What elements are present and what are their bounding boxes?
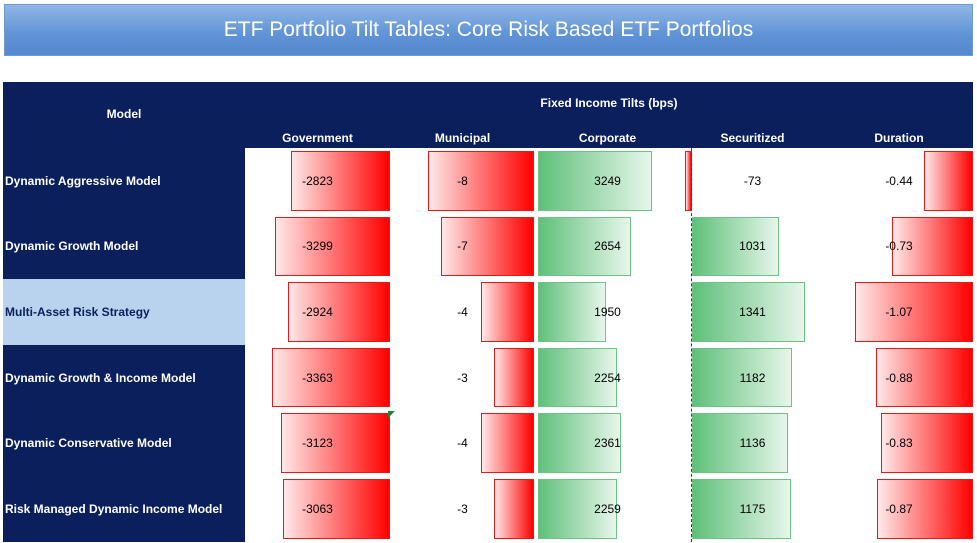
- column-header-corporate: Corporate: [578, 131, 637, 145]
- tilt-value-duration: -0.87: [885, 501, 913, 516]
- tilt-value-securitized: 1341: [739, 305, 766, 319]
- tilt-value-government: -2924: [302, 305, 333, 319]
- securitized-zero-axis: [691, 148, 692, 542]
- tilt-bar-corporate: [538, 413, 621, 473]
- tilt-bar-duration: [877, 479, 973, 539]
- tilt-value-securitized: 1182: [739, 370, 766, 385]
- fixed-income-group-header: Fixed Income Tilts (bps): [540, 96, 678, 110]
- tilt-value-municipal: -8: [457, 173, 468, 188]
- tilt-bar-corporate: [538, 479, 617, 539]
- tilt-bar-municipal: [493, 347, 534, 408]
- tilt-bar-municipal: [427, 151, 534, 211]
- tilt-value-municipal: -4: [457, 305, 468, 319]
- tilt-value-government: -3363: [302, 370, 333, 385]
- tilt-value-government: -3299: [302, 239, 333, 254]
- tilt-bar-corporate: [538, 216, 631, 277]
- tilt-bar-government: [291, 151, 390, 211]
- tilt-bar-corporate: [538, 282, 607, 342]
- tilt-value-duration: -0.83: [885, 436, 913, 451]
- tilt-value-securitized: 1136: [739, 436, 766, 451]
- tilt-bar-securitized: [691, 479, 792, 539]
- model-column-header: Model: [106, 107, 142, 121]
- tilt-bar-government: [280, 413, 390, 473]
- tilt-value-duration: -0.88: [885, 370, 913, 385]
- row-label: Dynamic Growth Model: [3, 213, 245, 280]
- tilt-value-corporate: 2361: [594, 436, 621, 451]
- tilt-value-government: -3123: [302, 436, 333, 451]
- tilt-bar-municipal: [480, 413, 534, 473]
- tilt-bar-corporate: [538, 151, 652, 211]
- column-header-duration: Duration: [874, 131, 924, 145]
- page-title: ETF Portfolio Tilt Tables: Core Risk Bas…: [4, 4, 973, 56]
- tilt-value-municipal: -3: [457, 501, 468, 516]
- tilt-value-corporate: 2259: [594, 501, 621, 516]
- column-header-government: Government: [282, 131, 353, 145]
- tilt-value-corporate: 1950: [594, 305, 621, 319]
- tilt-bar-municipal: [480, 282, 534, 342]
- tilt-value-government: -3063: [302, 501, 333, 516]
- tilt-bar-securitized: [691, 347, 792, 408]
- tilt-value-securitized: 1175: [739, 501, 766, 516]
- tilt-value-securitized: -73: [743, 173, 762, 188]
- tilt-bar-government: [287, 282, 390, 342]
- row-label: Dynamic Aggressive Model: [3, 148, 245, 214]
- tilt-bar-duration: [875, 347, 973, 408]
- tilt-bar-government: [274, 216, 390, 277]
- tilt-bar-corporate: [538, 347, 617, 408]
- tilt-bar-municipal: [441, 216, 534, 277]
- tilt-value-corporate: 2654: [594, 239, 621, 254]
- row-label: Multi-Asset Risk Strategy: [3, 279, 245, 345]
- tilt-bar-duration: [892, 216, 973, 277]
- row-label: Dynamic Conservative Model: [3, 410, 245, 476]
- tilt-value-securitized: 1031: [739, 239, 766, 254]
- row-label: Dynamic Growth & Income Model: [3, 344, 245, 411]
- tilt-value-corporate: 3249: [594, 173, 621, 188]
- tilt-bar-securitized: [691, 216, 780, 277]
- column-header-securitized: Securitized: [720, 131, 785, 145]
- tilt-table: Model Fixed Income Tilts (bps) Governmen…: [3, 82, 973, 542]
- tilt-value-municipal: -7: [457, 239, 468, 254]
- tilt-bar-securitized: [691, 282, 806, 342]
- table-header: Model Fixed Income Tilts (bps) Governmen…: [3, 82, 973, 148]
- tilt-value-duration: -0.73: [885, 239, 913, 254]
- tilt-value-government: -2823: [302, 173, 333, 188]
- tilt-value-municipal: -4: [457, 436, 468, 451]
- cell-comment-flag-icon: [388, 411, 395, 419]
- tilt-bar-municipal: [493, 479, 534, 539]
- tilt-value-municipal: -3: [457, 370, 468, 385]
- tilt-value-duration: -0.44: [885, 173, 913, 188]
- tilt-bar-government: [282, 479, 390, 539]
- tilt-bar-securitized: [691, 413, 789, 473]
- tilt-bar-government: [272, 347, 390, 408]
- row-label: Risk Managed Dynamic Income Model: [3, 476, 245, 542]
- tilt-value-duration: -1.07: [885, 305, 913, 319]
- tilt-bar-duration: [881, 413, 973, 473]
- column-header-municipal: Municipal: [434, 131, 491, 145]
- tilt-bar-duration: [854, 282, 973, 342]
- tilt-value-corporate: 2254: [594, 370, 621, 385]
- tilt-bar-duration: [924, 151, 973, 211]
